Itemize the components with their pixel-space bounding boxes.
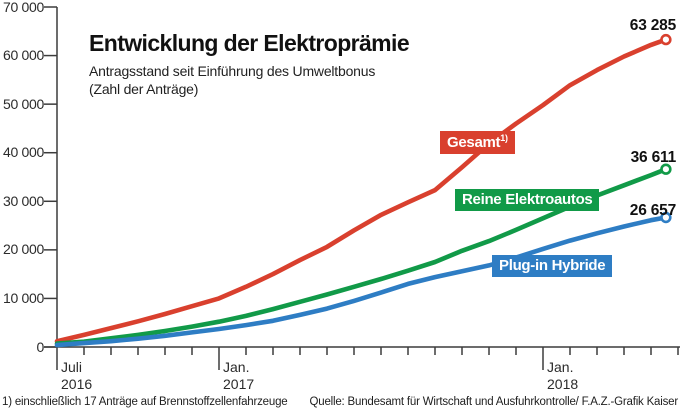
- y-axis-tick-label: 70 000: [2, 0, 44, 15]
- end-value-gesamt: 63 285: [629, 17, 676, 34]
- series-label-gesamt-footnote-marker: 1): [500, 133, 508, 143]
- source-text: Quelle: Bundesamt für Wirtschaft und Aus…: [309, 396, 679, 408]
- y-axis-tick-label: 10 000: [2, 289, 44, 306]
- series-label-plugin-hybride: Plug-in Hybride: [492, 255, 613, 277]
- series-endpoint-gesamt: [660, 33, 672, 46]
- y-axis-tick-label: 60 000: [2, 47, 44, 64]
- end-value-reine-elektroautos: 36 611: [630, 149, 677, 166]
- end-value-plugin-hybride: 26 657: [629, 202, 676, 219]
- series-line-plug-in-hybride: [54, 215, 669, 348]
- series-endpoint-reine-elektroautos: [660, 163, 672, 175]
- chart-title: Entwicklung der Elektroprämie: [89, 30, 410, 56]
- series-label-gesamt-text: Gesamt: [447, 134, 501, 151]
- y-axis-tick-label: 30 000: [2, 192, 44, 209]
- chart-subtitle-line2: (Zahl der Anträge): [89, 81, 199, 97]
- y-axis-tick-label: 40 000: [2, 144, 44, 161]
- x-axis-tick-label: Juli 2016: [61, 359, 93, 392]
- series-label-reine-elektroautos: Reine Elektroautos: [455, 189, 600, 211]
- footnote-text: 1) einschließlich 17 Anträge auf Brennst…: [2, 396, 288, 408]
- y-axis-tick-label: 20 000: [2, 241, 44, 258]
- series-label-gesamt: Gesamt1): [440, 131, 515, 154]
- series-endpoint-plug-in-hybride: [660, 211, 672, 224]
- title-block: Entwicklung der Elektroprämie Antragssta…: [89, 30, 410, 98]
- y-axis-tick-label: 50 000: [2, 95, 44, 112]
- x-axis-tick-label: Jan. 2017: [223, 359, 255, 392]
- y-axis-tick-label: 0: [36, 338, 45, 355]
- chart-subtitle: Antragsstand seit Einführung des Umweltb…: [89, 62, 409, 98]
- x-axis-tick-label: Jan. 2018: [547, 359, 579, 392]
- chart-subtitle-line1: Antragsstand seit Einführung des Umweltb…: [89, 63, 376, 79]
- series-line-gesamt: [54, 37, 669, 344]
